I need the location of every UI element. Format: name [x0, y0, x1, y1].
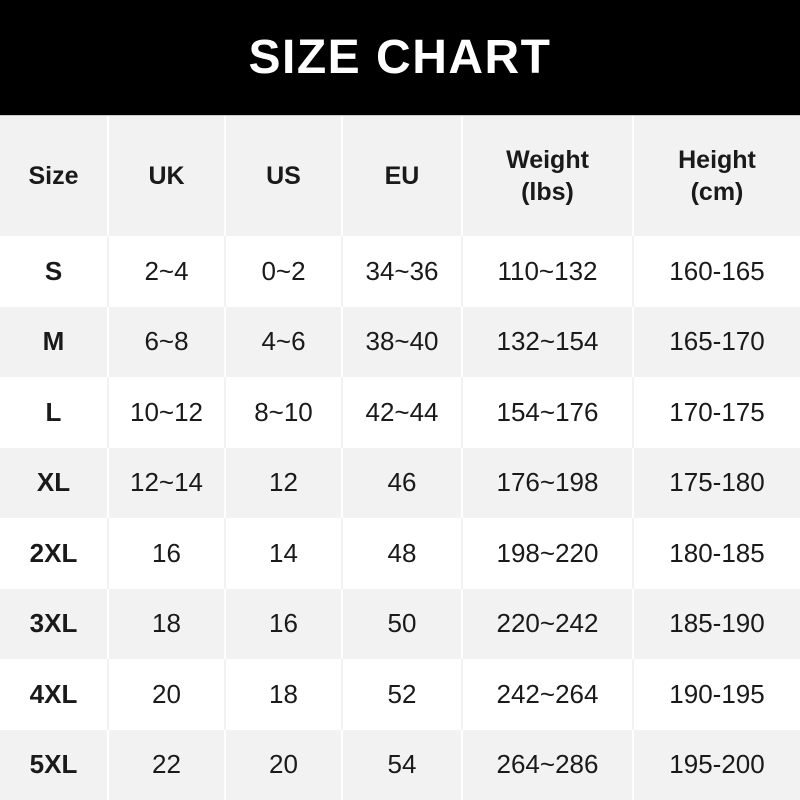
cell-weight: 132~154	[462, 306, 634, 377]
cell-eu: 34~36	[342, 236, 463, 307]
table-row: 2XL 16 14 48 198~220 180-185	[0, 518, 800, 589]
column-header-size-line1: Size	[28, 162, 79, 190]
cell-size: XL	[0, 447, 109, 518]
cell-eu: 54	[342, 729, 463, 800]
column-header-us: US	[225, 116, 343, 236]
cell-uk: 16	[108, 518, 226, 589]
cell-eu: 50	[342, 588, 463, 659]
cell-us: 4~6	[225, 306, 343, 377]
cell-height: 190-195	[633, 659, 800, 730]
table-row: S 2~4 0~2 34~36 110~132 160-165	[0, 236, 800, 307]
table-header-row: Size UK US EU Weight (lbs) Height (cm)	[0, 116, 800, 236]
cell-uk: 10~12	[108, 377, 226, 448]
cell-us: 18	[225, 659, 343, 730]
cell-height: 175-180	[633, 447, 800, 518]
page-title: SIZE CHART	[248, 30, 552, 84]
table-row: 3XL 18 16 50 220~242 185-190	[0, 588, 800, 659]
cell-weight: 264~286	[462, 729, 634, 800]
size-chart-table: Size UK US EU Weight (lbs) Height (cm)	[0, 116, 800, 800]
column-header-height-line1: Height	[678, 146, 756, 174]
cell-uk: 20	[108, 659, 226, 730]
column-header-weight-line2: (lbs)	[521, 178, 574, 206]
column-header-eu-line1: EU	[384, 162, 420, 190]
cell-us: 16	[225, 588, 343, 659]
cell-eu: 48	[342, 518, 463, 589]
column-header-height: Height (cm)	[633, 116, 800, 236]
column-header-weight: Weight (lbs)	[462, 116, 634, 236]
cell-weight: 242~264	[462, 659, 634, 730]
title-banner: SIZE CHART	[0, 0, 800, 116]
cell-weight: 154~176	[462, 377, 634, 448]
cell-size: M	[0, 306, 109, 377]
cell-uk: 6~8	[108, 306, 226, 377]
column-header-size: Size	[0, 116, 109, 236]
cell-height: 180-185	[633, 518, 800, 589]
table-row: M 6~8 4~6 38~40 132~154 165-170	[0, 306, 800, 377]
cell-us: 0~2	[225, 236, 343, 307]
cell-uk: 18	[108, 588, 226, 659]
cell-size: 4XL	[0, 659, 109, 730]
column-header-uk-line1: UK	[148, 162, 185, 190]
cell-height: 165-170	[633, 306, 800, 377]
cell-size: 3XL	[0, 588, 109, 659]
cell-size: 5XL	[0, 729, 109, 800]
cell-size: 2XL	[0, 518, 109, 589]
table-header: Size UK US EU Weight (lbs) Height (cm)	[0, 116, 800, 236]
cell-uk: 12~14	[108, 447, 226, 518]
table-row: L 10~12 8~10 42~44 154~176 170-175	[0, 377, 800, 448]
cell-eu: 38~40	[342, 306, 463, 377]
cell-weight: 110~132	[462, 236, 634, 307]
cell-height: 170-175	[633, 377, 800, 448]
column-header-us-line1: US	[266, 162, 301, 190]
cell-uk: 22	[108, 729, 226, 800]
column-header-uk: UK	[108, 116, 226, 236]
cell-size: L	[0, 377, 109, 448]
cell-eu: 46	[342, 447, 463, 518]
cell-us: 12	[225, 447, 343, 518]
cell-weight: 220~242	[462, 588, 634, 659]
column-header-eu: EU	[342, 116, 463, 236]
cell-height: 160-165	[633, 236, 800, 307]
cell-height: 185-190	[633, 588, 800, 659]
cell-uk: 2~4	[108, 236, 226, 307]
cell-weight: 198~220	[462, 518, 634, 589]
cell-height: 195-200	[633, 729, 800, 800]
table-row: 4XL 20 18 52 242~264 190-195	[0, 659, 800, 730]
table-body: S 2~4 0~2 34~36 110~132 160-165 M 6~8 4~…	[0, 236, 800, 800]
table-row: XL 12~14 12 46 176~198 175-180	[0, 447, 800, 518]
cell-weight: 176~198	[462, 447, 634, 518]
cell-us: 8~10	[225, 377, 343, 448]
cell-us: 14	[225, 518, 343, 589]
cell-size: S	[0, 236, 109, 307]
column-header-weight-line1: Weight	[506, 146, 589, 174]
cell-eu: 52	[342, 659, 463, 730]
table-row: 5XL 22 20 54 264~286 195-200	[0, 729, 800, 800]
column-header-height-line2: (cm)	[690, 178, 744, 206]
cell-eu: 42~44	[342, 377, 463, 448]
cell-us: 20	[225, 729, 343, 800]
